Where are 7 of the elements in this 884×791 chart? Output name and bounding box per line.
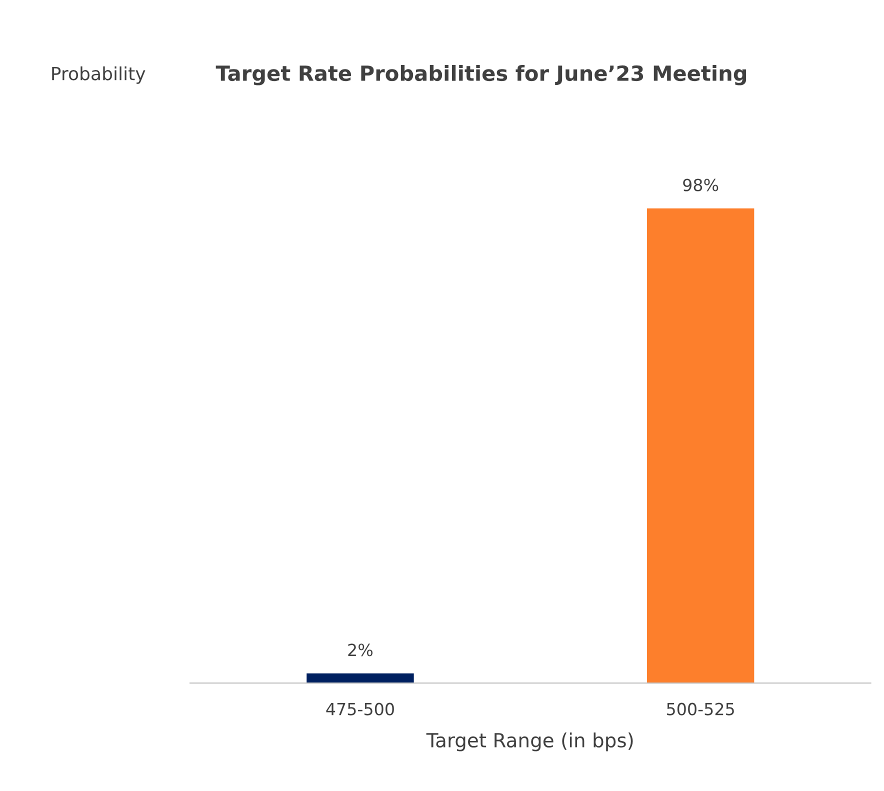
x-tick-label: 475-500 xyxy=(326,702,394,716)
data-label: 2% xyxy=(348,644,373,656)
x-tick-label: 500-525 xyxy=(667,702,734,716)
chart-title: Target Rate Probabilities for June’23 Meeting xyxy=(216,64,746,86)
text: Probability xyxy=(52,66,146,84)
data-label: 98% xyxy=(683,178,718,192)
x-axis-title: Target Range (in bps) xyxy=(426,732,633,752)
